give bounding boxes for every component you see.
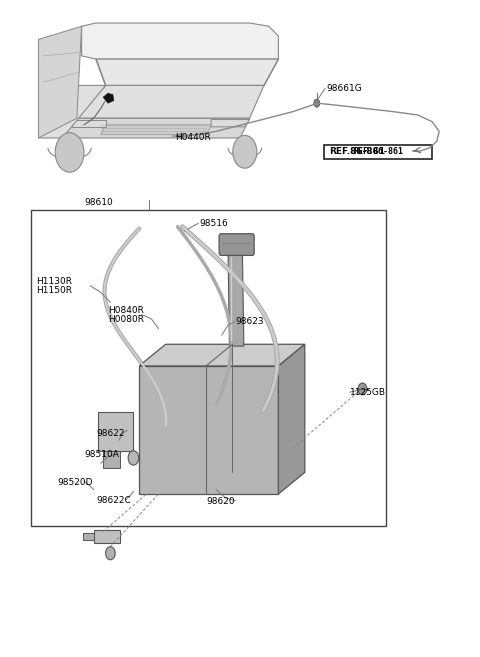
Text: H1150R: H1150R bbox=[36, 286, 72, 295]
Text: H0440R: H0440R bbox=[175, 133, 211, 143]
Text: 98610: 98610 bbox=[84, 198, 113, 207]
Bar bbox=[31, 210, 386, 526]
Text: H0080R: H0080R bbox=[108, 315, 144, 324]
Polygon shape bbox=[103, 93, 114, 103]
Polygon shape bbox=[72, 120, 106, 127]
Circle shape bbox=[55, 133, 84, 172]
Polygon shape bbox=[228, 251, 244, 346]
Polygon shape bbox=[38, 85, 106, 138]
Bar bbox=[324, 145, 432, 159]
Polygon shape bbox=[103, 451, 120, 468]
Circle shape bbox=[233, 135, 257, 168]
Text: REF.86-861: REF.86-861 bbox=[353, 147, 403, 156]
Circle shape bbox=[358, 383, 367, 395]
Polygon shape bbox=[62, 118, 250, 138]
Polygon shape bbox=[139, 366, 278, 494]
Text: 98622: 98622 bbox=[96, 429, 124, 438]
Text: H0840R: H0840R bbox=[108, 306, 144, 315]
Polygon shape bbox=[38, 26, 82, 138]
Polygon shape bbox=[82, 23, 278, 59]
Text: 98516: 98516 bbox=[199, 219, 228, 228]
Text: 98623: 98623 bbox=[235, 317, 264, 327]
Polygon shape bbox=[94, 530, 120, 543]
Circle shape bbox=[314, 99, 320, 107]
Circle shape bbox=[128, 451, 139, 465]
Polygon shape bbox=[211, 373, 274, 487]
Polygon shape bbox=[96, 59, 278, 85]
Text: 98622C: 98622C bbox=[96, 496, 131, 505]
Polygon shape bbox=[139, 344, 305, 366]
Text: 98661G: 98661G bbox=[326, 84, 362, 93]
Polygon shape bbox=[83, 533, 94, 540]
Circle shape bbox=[106, 547, 115, 560]
Polygon shape bbox=[278, 344, 305, 494]
Text: REF.86-861: REF.86-861 bbox=[329, 147, 385, 156]
Text: 98520D: 98520D bbox=[58, 478, 93, 487]
Polygon shape bbox=[98, 412, 133, 451]
Text: 1125GB: 1125GB bbox=[350, 388, 386, 397]
Text: 98510A: 98510A bbox=[84, 450, 119, 459]
Text: 98620: 98620 bbox=[206, 497, 235, 507]
Polygon shape bbox=[77, 85, 264, 118]
Polygon shape bbox=[211, 120, 250, 127]
Polygon shape bbox=[101, 125, 211, 135]
FancyBboxPatch shape bbox=[219, 234, 254, 256]
Text: H1130R: H1130R bbox=[36, 277, 72, 286]
Polygon shape bbox=[144, 373, 201, 487]
